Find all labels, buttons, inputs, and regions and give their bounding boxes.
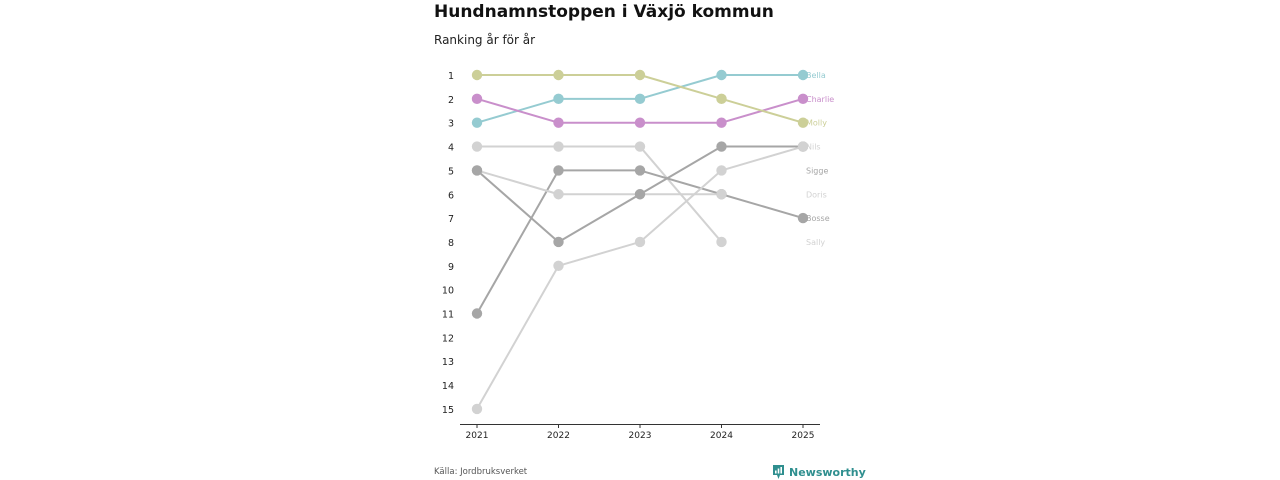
- data-point-charlie[interactable]: [471, 93, 483, 105]
- y-tick-label: 11: [442, 310, 454, 321]
- end-label-doris: Doris: [806, 190, 827, 199]
- data-point-charlie[interactable]: [797, 93, 809, 105]
- series-line-sally[interactable]: [476, 145, 804, 410]
- data-point-sally[interactable]: [797, 141, 809, 152]
- x-tick-label: 2025: [792, 431, 815, 441]
- end-label-charlie: Charlie: [806, 95, 834, 104]
- brand-logo[interactable]: Newsworthy: [772, 464, 866, 480]
- end-label-nils: Nils: [806, 143, 821, 152]
- source-note: Källa: Jordbruksverket: [434, 467, 528, 477]
- data-point-charlie[interactable]: [716, 117, 727, 128]
- y-tick-label: 13: [442, 357, 454, 368]
- data-point-bella[interactable]: [716, 69, 727, 81]
- y-tick-label: 4: [448, 143, 454, 154]
- end-label-molly: Molly: [806, 119, 827, 128]
- y-tick-label: 10: [442, 286, 454, 297]
- data-point-nils[interactable]: [716, 236, 727, 248]
- end-label-bella: Bella: [806, 71, 826, 80]
- y-tick-label: 15: [442, 405, 454, 416]
- data-point-nils[interactable]: [553, 141, 564, 152]
- y-tick-label: 7: [448, 214, 454, 225]
- data-point-nils[interactable]: [634, 141, 646, 152]
- y-tick-label: 12: [442, 333, 454, 344]
- chart-title: Hundnamnstoppen i Växjö kommun: [434, 2, 774, 22]
- data-point-bosse[interactable]: [716, 141, 727, 152]
- y-tick-label: 9: [448, 262, 454, 273]
- y-tick-label: 8: [448, 238, 454, 249]
- newsworthy-logo-icon: [773, 465, 784, 479]
- data-point-molly[interactable]: [797, 117, 809, 128]
- data-point-charlie[interactable]: [553, 117, 564, 128]
- x-axis: 2021 2022 2023 2024 2025: [460, 424, 820, 441]
- data-point-nils[interactable]: [471, 141, 483, 152]
- x-tick-label: 2022: [547, 431, 570, 441]
- series-line-doris[interactable]: [476, 169, 723, 196]
- y-tick-label: 2: [448, 95, 454, 106]
- end-label-bosse: Bosse: [806, 214, 830, 223]
- data-point-molly[interactable]: [553, 69, 564, 81]
- data-point-sigge[interactable]: [634, 165, 646, 176]
- series-points: [471, 69, 809, 415]
- data-point-molly[interactable]: [716, 93, 727, 105]
- data-point-sally[interactable]: [471, 403, 483, 415]
- chart-subtitle: Ranking år för år: [434, 33, 536, 47]
- data-point-bella[interactable]: [634, 93, 646, 105]
- data-point-bosse[interactable]: [553, 236, 564, 248]
- data-point-sigge[interactable]: [553, 165, 564, 176]
- y-tick-label: 6: [448, 190, 454, 201]
- data-point-doris[interactable]: [716, 189, 727, 200]
- data-point-molly[interactable]: [634, 69, 646, 81]
- data-point-bella[interactable]: [553, 93, 564, 105]
- end-labels: Bella Charlie Molly Nils Sigge Doris Bosse Sall…: [806, 71, 834, 247]
- x-tick-label: 2024: [710, 431, 733, 441]
- data-point-molly[interactable]: [471, 69, 483, 81]
- y-tick-label: 5: [448, 166, 454, 177]
- data-point-charlie[interactable]: [634, 117, 646, 128]
- data-point-doris[interactable]: [553, 189, 564, 200]
- y-tick-label: 3: [448, 119, 454, 130]
- data-point-sigge[interactable]: [797, 212, 809, 224]
- brand-name: Newsworthy: [789, 465, 866, 479]
- y-tick-label: 1: [448, 71, 454, 82]
- data-point-bella[interactable]: [471, 117, 483, 128]
- data-point-bella[interactable]: [797, 69, 809, 81]
- data-point-sally[interactable]: [634, 236, 646, 248]
- data-point-sally[interactable]: [716, 165, 727, 176]
- data-point-sally[interactable]: [553, 260, 564, 271]
- y-tick-label: 14: [442, 381, 454, 392]
- data-point-bosse[interactable]: [634, 189, 646, 200]
- end-label-sally: Sally: [806, 238, 825, 247]
- x-tick-label: 2023: [629, 431, 652, 441]
- end-label-sigge: Sigge: [806, 166, 828, 175]
- x-tick-label: 2021: [466, 431, 489, 441]
- data-point-sigge[interactable]: [471, 308, 483, 319]
- data-point-bosse[interactable]: [471, 165, 483, 176]
